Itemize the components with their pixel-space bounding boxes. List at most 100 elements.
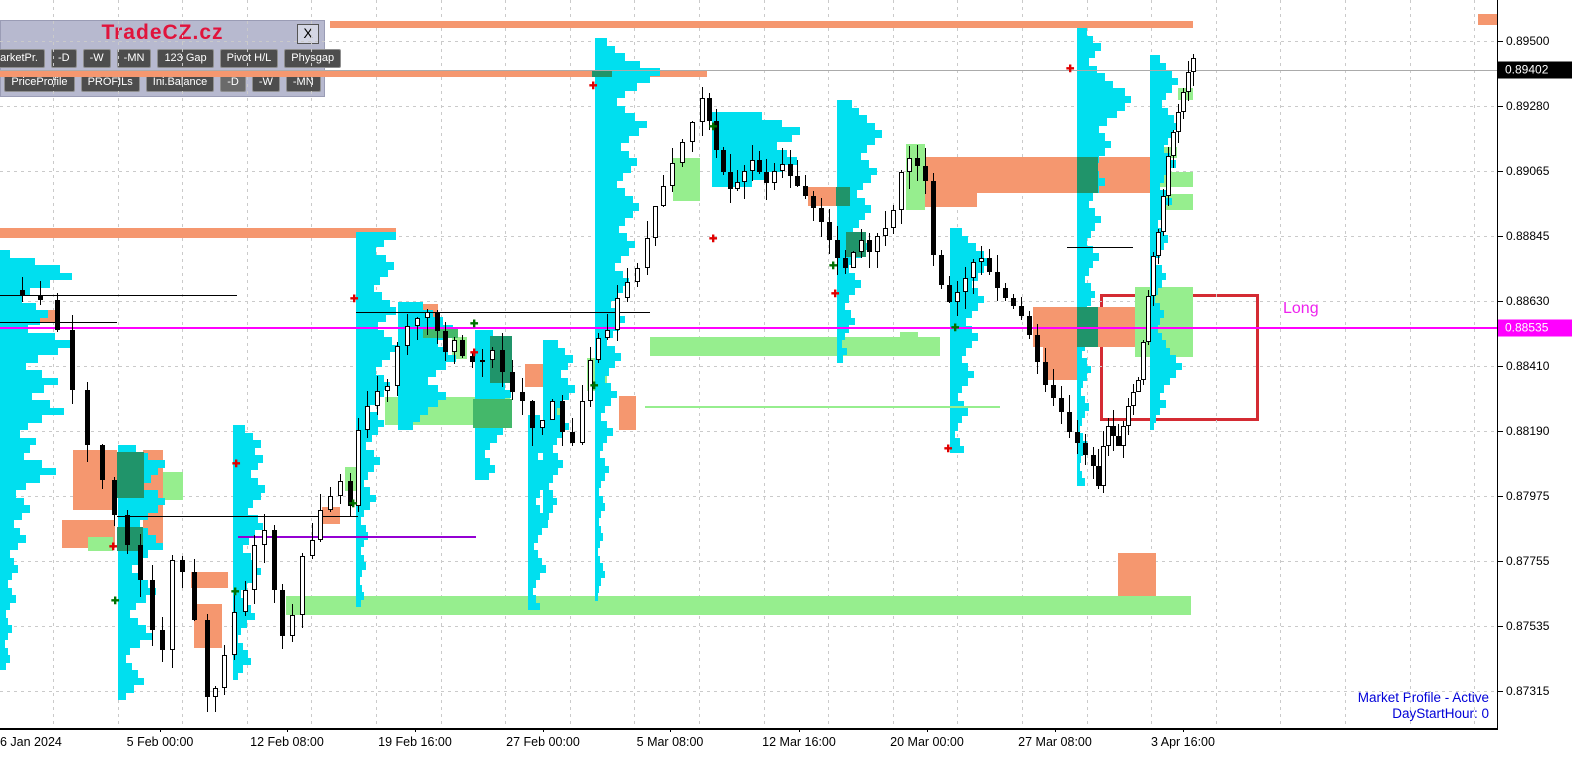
indicator-line — [645, 406, 1000, 408]
candle-body — [510, 372, 515, 392]
market-profile-row — [233, 530, 255, 538]
market-profile-row — [356, 494, 376, 502]
market-profile-row — [118, 497, 165, 505]
market-profile-row — [1150, 317, 1160, 325]
market-profile-row — [1077, 365, 1091, 373]
candle-body — [596, 338, 601, 360]
candle-wick — [427, 308, 428, 335]
price-axis-tick — [1498, 561, 1503, 562]
salmon-zone — [925, 157, 1157, 193]
market-profile-row — [1150, 362, 1182, 370]
panel-button--mn[interactable]: -MN — [116, 49, 152, 68]
candle-body — [835, 240, 840, 258]
market-profile-row — [0, 317, 40, 325]
market-profile-row — [595, 570, 605, 578]
candle-body — [1096, 465, 1101, 486]
market-profile-row — [118, 445, 136, 453]
market-profile-row — [950, 325, 972, 333]
market-profile-row — [356, 442, 366, 450]
salmon-zone — [1118, 553, 1156, 601]
panel-button-123-gap[interactable]: 123 Gap — [157, 49, 214, 68]
panel-button--w[interactable]: -W — [82, 49, 111, 68]
market-profile-row — [1077, 95, 1131, 103]
market-profile-row — [595, 563, 603, 571]
market-profile-row — [233, 657, 251, 665]
indicator-line — [0, 327, 1497, 329]
market-profile-row — [0, 632, 8, 640]
market-profile-row — [0, 542, 18, 550]
market-profile-row — [0, 557, 14, 565]
market-profile-row — [0, 527, 20, 535]
candle-wick — [22, 276, 23, 302]
market-profile-row — [1077, 455, 1081, 463]
market-profile-row — [543, 370, 561, 378]
candle-body — [570, 431, 575, 443]
market-profile-row — [1077, 425, 1080, 433]
buy-sell-arrow-red: ✚ — [944, 444, 953, 455]
market-profile-row — [595, 285, 623, 293]
market-profile-row — [0, 640, 5, 648]
market-profile-row — [595, 488, 599, 496]
market-profile-row — [1150, 85, 1172, 93]
market-profile-row — [595, 45, 615, 53]
market-profile-row — [1077, 110, 1117, 118]
market-profile-row — [1150, 220, 1158, 228]
market-profile-row — [0, 580, 8, 588]
candle-body — [1067, 411, 1072, 432]
panel-button-pivot-h-l[interactable]: Pivot H/L — [219, 49, 279, 68]
market-profile-row — [543, 385, 575, 393]
panel-button--w[interactable]: -W — [251, 73, 280, 92]
market-profile-row — [0, 295, 22, 303]
market-profile-row — [595, 225, 619, 233]
market-profile-row — [528, 497, 536, 505]
candle-body — [1101, 445, 1106, 486]
candle-body — [1161, 196, 1166, 232]
candle-body — [1186, 72, 1191, 93]
market-profile-row — [0, 595, 16, 603]
vertical-gridline — [1215, 0, 1217, 728]
market-profile-row — [475, 382, 505, 390]
market-profile-row — [1150, 55, 1160, 63]
market-profile-row — [356, 577, 360, 585]
price-axis[interactable]: 0.89500 0.89280 0.89065 0.88845 0.88630 0.884… — [1498, 0, 1572, 728]
market-profile-row — [1150, 77, 1178, 85]
candle-body — [500, 350, 505, 373]
market-profile-row — [837, 130, 882, 138]
market-profile-row — [595, 38, 607, 46]
candle-body — [290, 615, 295, 637]
market-profile-row — [1077, 275, 1085, 283]
chart-plot-area[interactable]: Long Market Profile - Active DayStartHou… — [0, 0, 1498, 730]
market-profile-row — [595, 143, 621, 151]
market-profile-row — [1077, 478, 1085, 486]
market-profile-row — [0, 355, 38, 363]
market-profile-row — [356, 487, 370, 495]
candle-wick — [40, 280, 41, 305]
market-profile-row — [0, 647, 8, 655]
market-profile-row — [1150, 310, 1164, 318]
candle-body — [243, 590, 248, 613]
time-axis[interactable]: 6 Jan 2024 5 Feb 00:00 12 Feb 08:00 19 Feb … — [0, 728, 1572, 764]
market-profile-row — [475, 390, 511, 398]
vertical-gridline — [182, 0, 184, 728]
candle-body — [1051, 384, 1056, 398]
market-profile-row — [595, 240, 635, 248]
time-axis-tick — [670, 728, 671, 732]
market-profile-row — [712, 134, 792, 142]
buy-sell-arrow-green: ✚ — [470, 319, 479, 330]
panel-button--d[interactable]: -D — [51, 49, 77, 68]
market-profile-row — [475, 330, 493, 338]
candle-body — [1156, 231, 1161, 256]
candle-body — [742, 171, 747, 183]
market-profile-row — [1077, 268, 1089, 276]
panel-button-physgap[interactable]: Physgap — [284, 49, 342, 68]
market-profile-row — [356, 367, 376, 375]
market-profile-row — [837, 227, 853, 235]
panel-close-button[interactable]: X — [297, 24, 319, 44]
market-profile-row — [528, 565, 546, 573]
market-profile-row — [595, 480, 601, 488]
market-profile-row — [0, 280, 50, 288]
candle-body — [700, 98, 705, 122]
market-profile-row — [1077, 28, 1087, 36]
